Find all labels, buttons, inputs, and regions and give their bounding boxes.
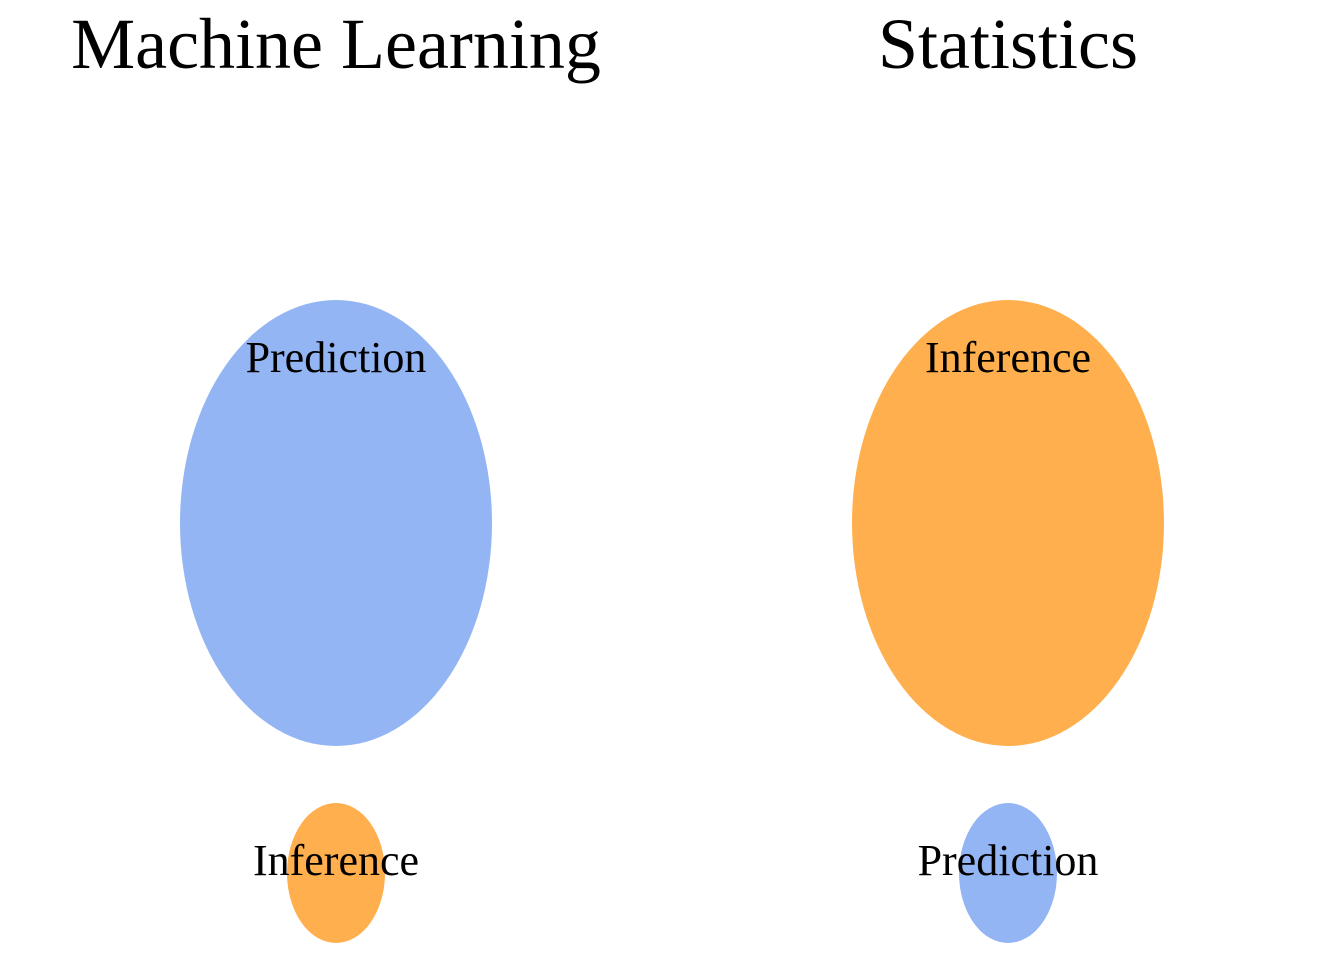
small-bubble-label: Inference xyxy=(253,836,419,885)
panel-statistics: Statistics Inference Prediction xyxy=(852,4,1164,943)
panel-title-statistics: Statistics xyxy=(878,4,1138,84)
large-bubble-prediction xyxy=(180,300,492,746)
small-bubble-label: Prediction xyxy=(918,836,1099,885)
large-bubble-label: Prediction xyxy=(246,333,427,382)
panel-machine-learning: Machine Learning Prediction Inference xyxy=(71,4,601,943)
small-bubble-prediction xyxy=(959,803,1057,943)
large-bubble-label: Inference xyxy=(925,333,1091,382)
small-bubble-inference xyxy=(287,803,385,943)
panel-title-machine-learning: Machine Learning xyxy=(71,4,601,84)
large-bubble-inference xyxy=(852,300,1164,746)
